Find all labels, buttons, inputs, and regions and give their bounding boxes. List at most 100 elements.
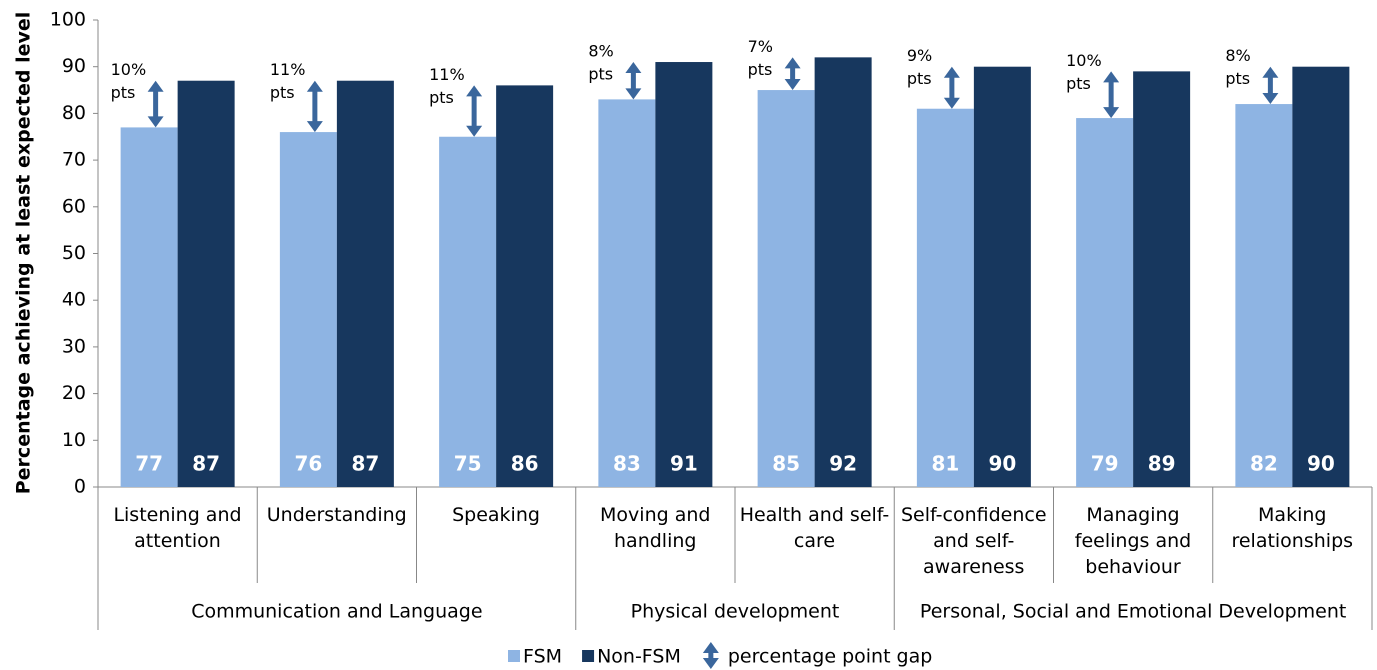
gap-arrow bbox=[625, 62, 642, 100]
x-tick-label: Listening and attention bbox=[113, 504, 242, 552]
arrow-head bbox=[306, 80, 323, 92]
gap-arrow bbox=[784, 57, 801, 91]
arrow-head bbox=[702, 658, 719, 669]
value-label: 81 bbox=[931, 452, 959, 476]
arrow-head bbox=[625, 62, 642, 74]
gap-label: pts bbox=[748, 60, 773, 79]
bar bbox=[598, 99, 656, 487]
arrow-head bbox=[147, 116, 164, 128]
legend-swatch bbox=[508, 650, 520, 662]
gap-label: pts bbox=[429, 88, 454, 107]
y-tick-label: 30 bbox=[62, 335, 86, 357]
legend-label: FSM bbox=[523, 646, 562, 668]
arrow-head bbox=[943, 97, 960, 109]
bar bbox=[1133, 71, 1191, 488]
gap-arrow bbox=[466, 85, 483, 137]
y-tick-label: 40 bbox=[62, 289, 86, 311]
gap-arrow bbox=[147, 80, 164, 128]
bar bbox=[916, 108, 974, 487]
arrow-head bbox=[1103, 107, 1120, 119]
value-label: 82 bbox=[1250, 452, 1278, 476]
bar bbox=[177, 80, 235, 488]
value-label: 90 bbox=[1307, 452, 1335, 476]
x-tick-label: Speaking bbox=[452, 504, 540, 526]
arrow-head bbox=[466, 125, 483, 137]
arrow-head bbox=[1262, 66, 1279, 78]
arrow-head bbox=[784, 57, 801, 69]
value-label: 79 bbox=[1091, 452, 1119, 476]
gap-label: 10% bbox=[1066, 51, 1102, 70]
value-label: 89 bbox=[1148, 452, 1176, 476]
value-label: 85 bbox=[772, 452, 800, 476]
arrow-head bbox=[147, 80, 164, 92]
value-label: 76 bbox=[294, 452, 322, 476]
y-tick-label: 10 bbox=[62, 429, 86, 451]
legend-swatch bbox=[582, 650, 595, 662]
y-tick-label: 80 bbox=[62, 102, 86, 124]
bar bbox=[496, 85, 554, 487]
y-tick-label: 0 bbox=[74, 476, 86, 498]
bar bbox=[1235, 104, 1293, 487]
gap-label: pts bbox=[1066, 74, 1091, 93]
y-tick-label: 60 bbox=[62, 195, 86, 217]
x-tick-label: Making relationships bbox=[1231, 504, 1354, 552]
gap-label: 10% bbox=[111, 60, 147, 79]
value-label: 75 bbox=[454, 452, 482, 476]
x-tick-label: Self-confidence and self-awareness bbox=[900, 504, 1047, 578]
gap-label: 7% bbox=[748, 37, 773, 56]
bar bbox=[973, 66, 1031, 487]
y-tick-label: 20 bbox=[62, 382, 86, 404]
value-label: 92 bbox=[829, 452, 857, 476]
legend-label: Non-FSM bbox=[597, 646, 681, 668]
value-label: 87 bbox=[351, 452, 379, 476]
value-label: 83 bbox=[613, 452, 641, 476]
arrow-head bbox=[1103, 71, 1120, 83]
y-tick-label: 90 bbox=[62, 55, 86, 77]
arrow-head bbox=[1262, 93, 1279, 105]
bar bbox=[655, 62, 713, 487]
value-label: 77 bbox=[135, 452, 163, 476]
bar bbox=[1292, 66, 1350, 487]
gap-arrow bbox=[1262, 66, 1279, 105]
x-tick-label: Moving and handling bbox=[600, 504, 711, 552]
legend-arrow bbox=[702, 642, 719, 669]
gap-label: pts bbox=[270, 83, 295, 102]
bar bbox=[336, 80, 394, 488]
arrow-head bbox=[943, 66, 960, 78]
bar bbox=[814, 57, 872, 488]
y-tick-label: 70 bbox=[62, 149, 86, 171]
y-axis-label: Percentage achieving at least expected l… bbox=[13, 12, 35, 495]
bar bbox=[120, 127, 178, 487]
gap-label: 8% bbox=[1225, 46, 1250, 65]
arrow-head bbox=[784, 79, 801, 91]
gap-label: 11% bbox=[270, 60, 306, 79]
bar bbox=[439, 136, 497, 487]
value-label: 86 bbox=[511, 452, 539, 476]
gap-label: 11% bbox=[429, 65, 465, 84]
gap-arrow bbox=[1103, 71, 1120, 119]
bar bbox=[757, 90, 815, 488]
arrow-head bbox=[702, 642, 719, 653]
bar bbox=[279, 132, 337, 487]
legend-label: percentage point gap bbox=[728, 646, 932, 668]
value-label: 90 bbox=[988, 452, 1016, 476]
arrow-head bbox=[466, 85, 483, 97]
value-label: 91 bbox=[670, 452, 698, 476]
bar bbox=[1076, 118, 1134, 487]
group-label: Communication and Language bbox=[191, 601, 482, 623]
gap-label: 9% bbox=[907, 46, 932, 65]
x-tick-label: Health and self-care bbox=[739, 504, 890, 552]
group-label: Physical development bbox=[631, 601, 840, 623]
gap-label: 8% bbox=[588, 42, 613, 61]
arrow-head bbox=[306, 121, 323, 133]
x-tick-label: Understanding bbox=[266, 504, 407, 526]
y-tick-label: 100 bbox=[50, 9, 86, 31]
arrow-head bbox=[625, 88, 642, 100]
gap-label: pts bbox=[111, 83, 136, 102]
gap-arrow bbox=[306, 80, 323, 133]
gap-label: pts bbox=[588, 65, 613, 84]
gap-arrow bbox=[943, 66, 960, 109]
group-label: Personal, Social and Emotional Developme… bbox=[920, 601, 1346, 623]
value-label: 87 bbox=[192, 452, 220, 476]
